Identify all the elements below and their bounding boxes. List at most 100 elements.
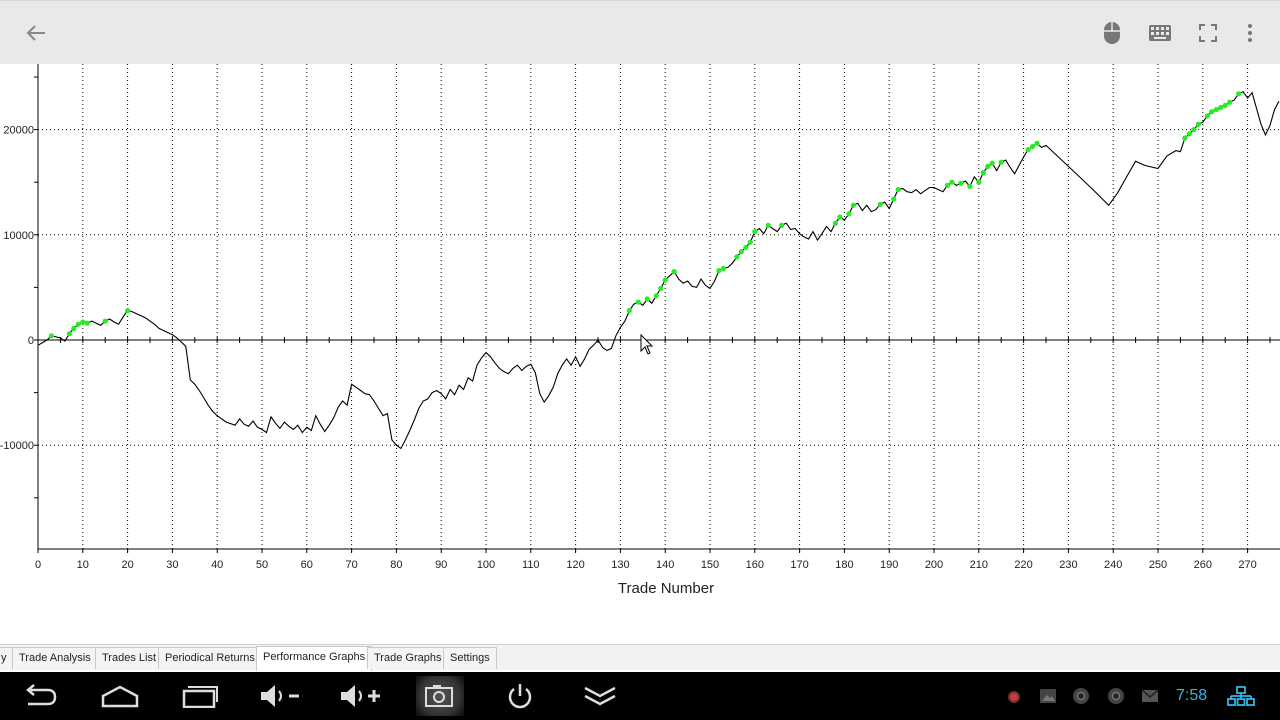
collapse-icon[interactable]: [576, 676, 624, 716]
chrome-icon: [1105, 685, 1127, 707]
new-high-marker: [1204, 113, 1210, 119]
new-high-marker: [1034, 140, 1040, 146]
new-high-marker: [779, 222, 785, 228]
y-tick-label: -10000: [0, 440, 34, 452]
new-high-marker: [980, 170, 986, 176]
new-high-marker: [1218, 104, 1224, 111]
home-icon[interactable]: [96, 676, 144, 716]
screenshot-icon[interactable]: [416, 676, 464, 716]
new-high-marker: [80, 319, 86, 325]
new-high-marker: [743, 244, 749, 251]
tab-trades-list[interactable]: Trades List: [95, 647, 164, 669]
x-tick-label: 30: [166, 559, 178, 571]
new-high-marker: [944, 182, 951, 188]
volume-up-icon[interactable]: [336, 676, 384, 716]
tab-trade-analysis[interactable]: Trade Analysis: [12, 647, 98, 669]
tab-performance-graphs[interactable]: Performance Graphs: [256, 646, 373, 671]
x-tick-label: 210: [970, 559, 988, 571]
x-tick-label: 270: [1238, 559, 1256, 571]
y-tick-label: 0: [28, 335, 34, 347]
new-high-marker: [1236, 91, 1242, 97]
new-high-marker: [850, 202, 856, 208]
overflow-menu-icon[interactable]: [1236, 19, 1264, 47]
new-high-marker: [635, 299, 641, 305]
x-tick-label: 200: [925, 559, 943, 571]
new-high-marker: [125, 307, 131, 314]
mouse-cursor: [640, 333, 654, 355]
new-high-marker: [1191, 127, 1197, 133]
new-high-marker: [662, 277, 668, 283]
tab-strip: y Trade Analysis Trades List Periodical …: [0, 644, 1280, 671]
new-high-marker: [877, 201, 883, 207]
x-tick-label: 150: [701, 559, 719, 571]
back-icon[interactable]: [16, 676, 64, 716]
x-tick-label: 240: [1104, 559, 1122, 571]
new-high-marker: [752, 229, 758, 235]
x-tick-label: 20: [121, 559, 133, 571]
x-tick-label: 130: [611, 559, 629, 571]
x-tick-label: 10: [77, 559, 89, 571]
mouse-icon[interactable]: [1098, 19, 1126, 47]
new-high-marker: [765, 222, 771, 228]
new-high-marker: [967, 183, 973, 190]
new-high-marker: [75, 321, 81, 327]
x-tick-label: 230: [1059, 559, 1077, 571]
equity-curve-chart: 0 10 20 30 40 50 60 70 80 90 100 110 120 130 140 150 160…: [0, 64, 1280, 597]
new-high-marker: [989, 160, 995, 166]
clock: 7:58: [1176, 687, 1208, 704]
top-toolbar: [0, 0, 1280, 64]
tab-settings[interactable]: Settings: [443, 647, 497, 669]
gallery-icon: [1037, 685, 1059, 707]
new-high-marker: [837, 214, 843, 220]
y-tick-label: 10000: [3, 230, 34, 242]
new-high-marker: [653, 293, 659, 299]
new-high-marker: [1195, 121, 1201, 127]
tab-trade-graphs[interactable]: Trade Graphs: [367, 647, 449, 669]
new-high-marker: [891, 196, 897, 202]
new-high-marker: [895, 186, 901, 193]
volume-down-icon[interactable]: [256, 676, 304, 716]
new-high-marker: [658, 285, 664, 292]
tab-periodical-returns[interactable]: Periodical Returns: [158, 647, 262, 669]
back-arrow-icon[interactable]: [22, 19, 50, 47]
new-high-marker: [976, 179, 982, 185]
alarm-icon: [1003, 685, 1025, 707]
chrome-icon: [1070, 685, 1092, 707]
x-tick-label: 80: [390, 559, 402, 571]
new-high-marker: [846, 211, 852, 217]
new-high-marker: [626, 307, 632, 314]
new-high-marker: [720, 265, 727, 272]
new-high-marker: [832, 220, 839, 226]
x-tick-label: 180: [835, 559, 853, 571]
new-high-marker: [958, 180, 964, 186]
y-tick-label: 20000: [3, 125, 34, 137]
new-high-marker: [998, 159, 1004, 165]
new-high-marker: [1209, 109, 1215, 115]
x-tick-label: 220: [1014, 559, 1032, 571]
new-high-marker: [1227, 99, 1233, 105]
new-high-marker: [734, 254, 740, 260]
new-high-marker: [66, 331, 72, 337]
new-high-marker: [1029, 143, 1036, 150]
x-tick-label: 260: [1194, 559, 1212, 571]
gmail-icon: [1139, 685, 1161, 707]
x-tick-label: 110: [522, 559, 540, 571]
power-icon[interactable]: [496, 676, 544, 716]
new-high-marker: [644, 296, 650, 302]
new-high-marker: [1222, 102, 1228, 109]
new-high-marker: [84, 320, 90, 326]
x-tick-label: 40: [211, 559, 223, 571]
keyboard-icon[interactable]: [1146, 19, 1174, 47]
new-high-marker: [1182, 135, 1188, 141]
recent-apps-icon[interactable]: [176, 676, 224, 716]
x-tick-label: 0: [35, 559, 41, 571]
equity-line: [37, 91, 1280, 450]
new-high-marker: [738, 249, 744, 255]
new-high-marker: [1186, 131, 1192, 137]
fullscreen-icon[interactable]: [1194, 19, 1222, 47]
ethernet-icon: [1226, 685, 1256, 707]
android-navigation-bar: 7:58: [0, 672, 1280, 720]
x-tick-label: 70: [345, 559, 357, 571]
x-tick-label: 250: [1149, 559, 1167, 571]
x-axis-label: Trade Number: [618, 580, 714, 597]
